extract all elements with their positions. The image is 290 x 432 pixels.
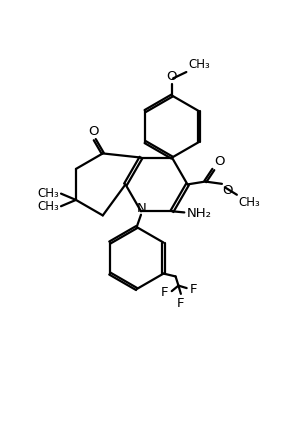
Text: N: N [137,203,146,216]
Text: O: O [222,184,233,197]
Text: F: F [161,286,168,299]
Text: CH₃: CH₃ [188,58,210,71]
Text: F: F [177,297,185,310]
Text: NH₂: NH₂ [187,207,212,220]
Text: CH₃: CH₃ [38,187,59,200]
Text: O: O [88,125,99,138]
Text: O: O [214,156,224,168]
Text: CH₃: CH₃ [38,200,59,213]
Text: F: F [190,283,197,296]
Text: O: O [167,70,177,83]
Text: CH₃: CH₃ [238,196,260,209]
